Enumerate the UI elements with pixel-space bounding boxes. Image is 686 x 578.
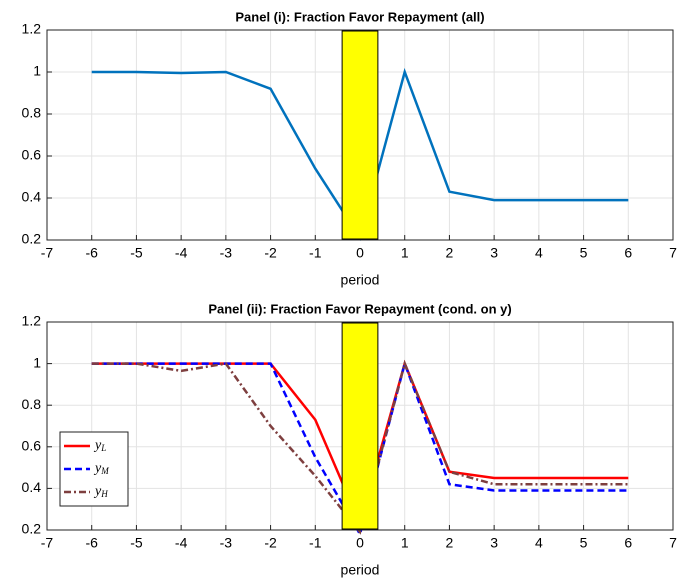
legend-label: yM — [93, 461, 109, 476]
chart-title: Panel (i): Fraction Favor Repayment (all… — [235, 9, 484, 24]
y-tick-label: 0.2 — [22, 231, 42, 247]
y-tick-label: 0.6 — [22, 147, 42, 163]
x-tick-label: -5 — [130, 245, 143, 261]
x-tick-label: 2 — [446, 535, 454, 551]
x-tick-label: -5 — [130, 535, 143, 551]
y-tick-label: 0.8 — [22, 396, 42, 412]
x-tick-label: -3 — [220, 245, 233, 261]
x-tick-label: 3 — [490, 245, 498, 261]
legend-label: yL — [93, 438, 106, 453]
x-tick-label: 6 — [624, 245, 632, 261]
x-tick-label: -3 — [220, 535, 233, 551]
x-tick-label: 0 — [356, 245, 364, 261]
x-tick-label: 4 — [535, 535, 543, 551]
x-tick-label: -6 — [85, 245, 98, 261]
y-tick-label: 1.2 — [22, 21, 42, 37]
x-axis-label: period — [341, 562, 380, 578]
x-tick-label: 3 — [490, 535, 498, 551]
x-axis-label: period — [341, 272, 380, 288]
y-tick-label: 0.2 — [22, 521, 42, 537]
y-tick-label: 1 — [33, 354, 41, 370]
x-tick-label: -1 — [309, 245, 322, 261]
x-tick-label: -1 — [309, 535, 322, 551]
x-tick-label: 6 — [624, 535, 632, 551]
x-tick-label: -6 — [85, 535, 98, 551]
data-line — [91, 359, 629, 538]
y-tick-label: 0.4 — [22, 479, 42, 495]
x-tick-label: -7 — [41, 245, 54, 261]
x-tick-label: -7 — [41, 535, 54, 551]
y-tick-label: 0.8 — [22, 105, 42, 121]
x-tick-label: 4 — [535, 245, 543, 261]
data-line — [91, 359, 629, 535]
axes-box — [46, 29, 674, 241]
highlight-band — [341, 322, 379, 530]
x-tick-label: -4 — [175, 535, 188, 551]
x-tick-label: 1 — [401, 535, 409, 551]
legend-box — [59, 431, 129, 507]
x-tick-label: 7 — [669, 535, 677, 551]
chart-title: Panel (ii): Fraction Favor Repayment (co… — [208, 301, 511, 316]
y-tick-label: 1 — [33, 63, 41, 79]
x-tick-label: -2 — [264, 245, 277, 261]
x-tick-label: 0 — [356, 535, 364, 551]
x-tick-label: -2 — [264, 535, 277, 551]
highlight-band — [341, 30, 379, 240]
y-tick-label: 0.4 — [22, 189, 42, 205]
x-tick-label: 5 — [580, 245, 588, 261]
legend-label: yH — [93, 484, 108, 499]
x-tick-label: 1 — [401, 245, 409, 261]
x-tick-label: 2 — [446, 245, 454, 261]
y-tick-label: 0.6 — [22, 438, 42, 454]
x-tick-label: -4 — [175, 245, 188, 261]
x-tick-label: 7 — [669, 245, 677, 261]
axes-box — [46, 321, 674, 531]
x-tick-label: 5 — [580, 535, 588, 551]
y-tick-label: 1.2 — [22, 313, 42, 329]
